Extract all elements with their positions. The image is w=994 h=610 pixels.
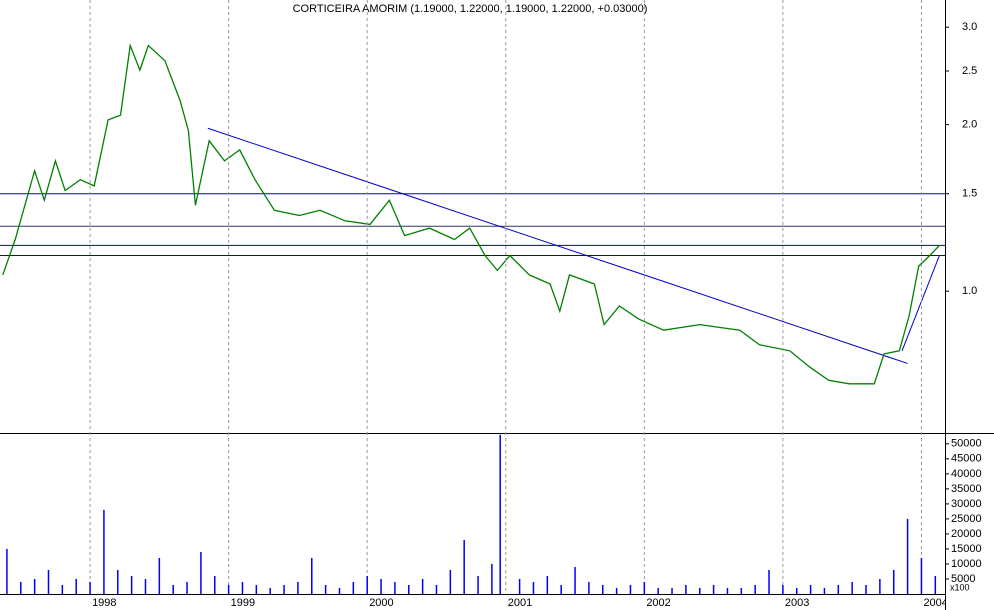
volume-bar bbox=[6, 548, 8, 594]
volume-bar bbox=[269, 587, 271, 594]
volume-bar bbox=[366, 575, 368, 594]
y-tick-label: 40000 bbox=[951, 468, 982, 480]
volume-bar bbox=[657, 587, 659, 594]
trend-line bbox=[207, 127, 908, 364]
volume-bar bbox=[906, 518, 909, 594]
price-line bbox=[2, 42, 940, 385]
volume-bar bbox=[186, 581, 188, 594]
volume-bar bbox=[754, 584, 756, 594]
volume-bar bbox=[499, 434, 501, 594]
y-tick-label: 2.0 bbox=[962, 119, 977, 131]
volume-bar bbox=[685, 584, 687, 594]
volume-bar bbox=[782, 584, 784, 594]
volume-bar bbox=[338, 587, 341, 594]
volume-bar bbox=[615, 587, 618, 594]
y-tick-label: 2.5 bbox=[962, 65, 977, 77]
volume-bar bbox=[449, 569, 452, 594]
volume-bar bbox=[255, 584, 258, 594]
y-tick-label: 3.0 bbox=[962, 21, 977, 33]
volume-bar bbox=[629, 584, 632, 594]
volume-bar bbox=[103, 509, 105, 594]
volume-bar bbox=[560, 584, 562, 594]
volume-bar bbox=[837, 584, 840, 594]
volume-bar bbox=[643, 581, 646, 594]
y-tick-label: 20000 bbox=[951, 528, 982, 540]
volume-bar bbox=[408, 584, 410, 594]
x-tick-label: 2004 bbox=[923, 597, 947, 609]
volume-bar bbox=[20, 581, 22, 594]
volume-bar bbox=[172, 584, 174, 594]
volume-bar bbox=[144, 578, 147, 594]
volume-bar bbox=[892, 569, 895, 594]
volume-bar bbox=[740, 587, 743, 594]
volume-bar bbox=[227, 584, 230, 594]
volume-bar bbox=[574, 566, 576, 594]
x-axis: 1998 1999 2000 2001 2002 2003 2004 bbox=[92, 597, 947, 609]
volume-bar bbox=[712, 584, 715, 594]
volume-bar bbox=[241, 581, 244, 594]
volume-bar bbox=[214, 575, 216, 594]
volume-bar bbox=[879, 578, 881, 594]
x-tick-label: 2002 bbox=[646, 597, 670, 609]
x-tick-label: 2000 bbox=[369, 597, 393, 609]
volume-bar bbox=[297, 581, 299, 594]
volume-bar bbox=[934, 575, 937, 594]
volume-bar bbox=[588, 581, 590, 594]
x-tick-label: 2003 bbox=[785, 597, 809, 609]
volume-bar bbox=[698, 587, 701, 594]
y-tick-label: 35000 bbox=[951, 483, 982, 495]
volume-bar bbox=[865, 584, 867, 594]
x-tick-label: 1998 bbox=[92, 597, 116, 609]
trend-line bbox=[901, 255, 940, 351]
y-tick-label: 15000 bbox=[951, 543, 982, 555]
y-tick-label: 1.5 bbox=[962, 188, 977, 200]
volume-bar bbox=[795, 587, 798, 594]
volume-bar bbox=[33, 578, 36, 594]
y-tick-label: 5000 bbox=[951, 573, 975, 585]
volume-bar bbox=[283, 584, 285, 594]
volume-bar bbox=[491, 563, 493, 594]
y-tick-label: 1.0 bbox=[962, 285, 977, 297]
volume-bar bbox=[601, 584, 604, 594]
volume-bar bbox=[518, 578, 521, 594]
volume-bar bbox=[435, 584, 438, 594]
volume-bar bbox=[463, 539, 465, 594]
volume-bar bbox=[158, 557, 161, 594]
volume-bar bbox=[671, 587, 673, 594]
x-tick-label: 1999 bbox=[231, 597, 255, 609]
volume-bar bbox=[809, 584, 812, 594]
volume-bar bbox=[394, 581, 396, 594]
y-tick-label: 50000 bbox=[951, 438, 982, 450]
volume-bar bbox=[823, 587, 826, 594]
x-tick-label: 2001 bbox=[508, 597, 532, 609]
volume-bar bbox=[477, 575, 479, 594]
volume-bar bbox=[851, 581, 853, 594]
volume-bar bbox=[200, 551, 202, 594]
volume-bar bbox=[324, 584, 327, 594]
chart-title: CORTICEIRA AMORIM (1.19000, 1.22000, 1.1… bbox=[293, 3, 648, 15]
volume-unit: x100 bbox=[950, 582, 970, 592]
volume-bar bbox=[117, 569, 119, 594]
volume-bar bbox=[47, 569, 50, 594]
volume-bar bbox=[311, 557, 313, 594]
y-tick-label: 10000 bbox=[951, 558, 982, 570]
volume-bar bbox=[61, 584, 64, 594]
volume-bar bbox=[75, 578, 77, 594]
volume-bar bbox=[421, 578, 424, 594]
volume-bar bbox=[768, 569, 770, 594]
volume-bar bbox=[532, 581, 535, 594]
y-tick-label: 25000 bbox=[951, 513, 982, 525]
y-tick-label: 45000 bbox=[951, 453, 982, 465]
volume-bar bbox=[546, 575, 549, 594]
volume-bar bbox=[89, 581, 91, 594]
volume-bar bbox=[352, 581, 355, 594]
volume-bar bbox=[130, 575, 133, 594]
price-panel bbox=[0, 42, 945, 385]
volume-bar bbox=[726, 587, 729, 594]
y-tick-label: 30000 bbox=[951, 498, 982, 510]
volume-bar bbox=[380, 578, 382, 594]
volume-bar bbox=[920, 557, 923, 594]
